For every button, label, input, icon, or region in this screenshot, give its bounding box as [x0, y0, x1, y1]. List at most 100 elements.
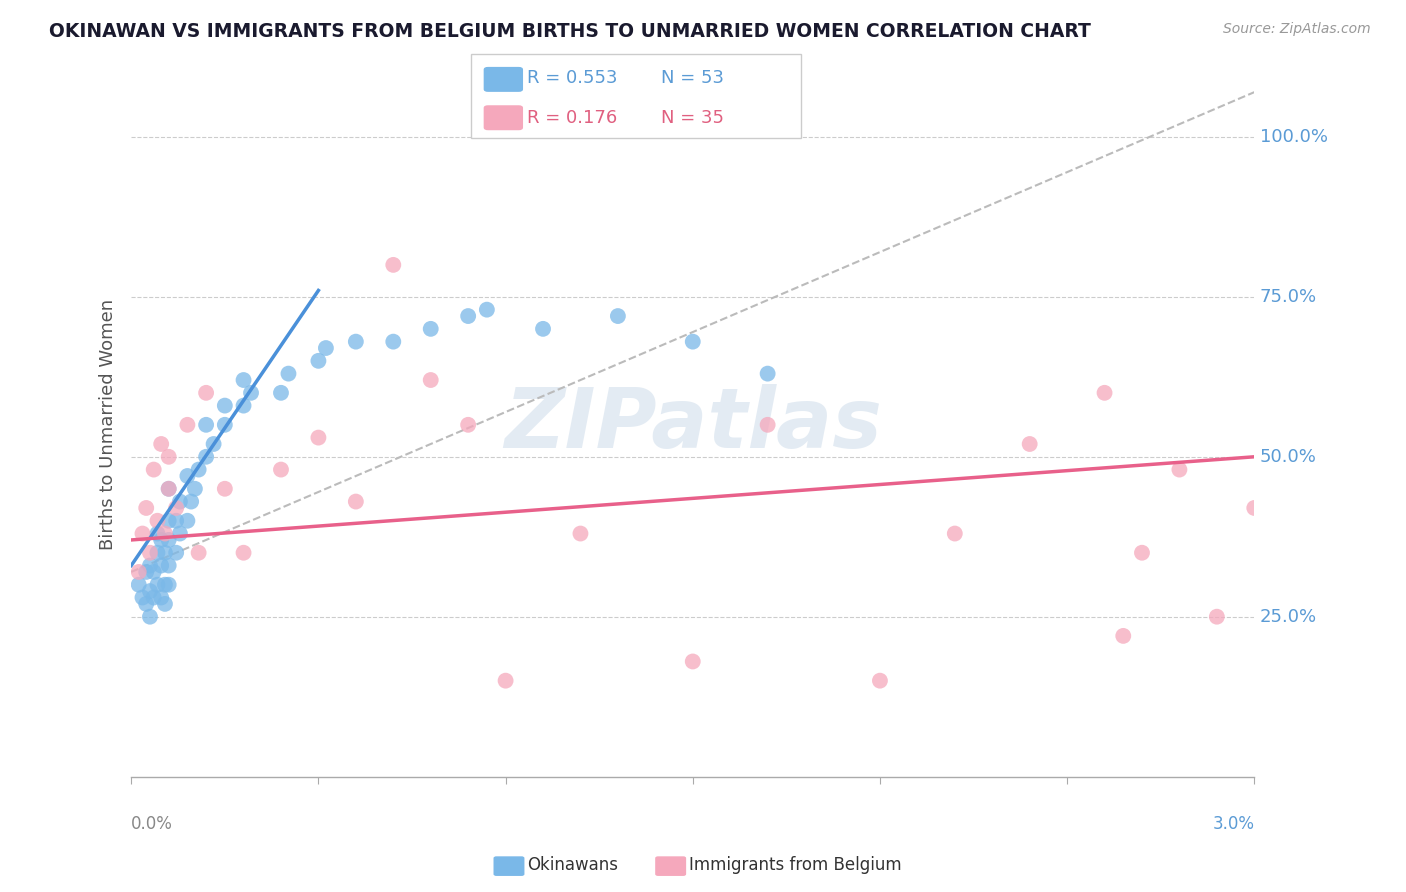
Point	[756, 367, 779, 381]
Point	[214, 417, 236, 432]
Point	[135, 597, 157, 611]
Point	[157, 558, 180, 573]
Point	[146, 514, 169, 528]
Point	[457, 309, 479, 323]
Text: OKINAWAN VS IMMIGRANTS FROM BELGIUM BIRTHS TO UNMARRIED WOMEN CORRELATION CHART: OKINAWAN VS IMMIGRANTS FROM BELGIUM BIRT…	[49, 22, 1091, 41]
Point	[150, 437, 173, 451]
Point	[146, 526, 169, 541]
Point	[202, 437, 225, 451]
Point	[195, 417, 218, 432]
Point	[382, 258, 405, 272]
Point	[135, 500, 157, 515]
Point	[131, 591, 153, 605]
Point	[344, 334, 367, 349]
Text: 50.0%: 50.0%	[1260, 448, 1317, 466]
Point	[150, 591, 173, 605]
Point	[142, 462, 165, 476]
Point	[176, 514, 198, 528]
Point	[214, 399, 236, 413]
Text: Okinawans: Okinawans	[527, 856, 619, 874]
Point	[195, 450, 218, 464]
Point	[270, 385, 292, 400]
Point	[1094, 385, 1116, 400]
Point	[165, 546, 187, 560]
Point	[153, 546, 176, 560]
Point	[214, 482, 236, 496]
Point	[157, 482, 180, 496]
Point	[165, 514, 187, 528]
Point	[176, 417, 198, 432]
Point	[184, 482, 207, 496]
Point	[139, 558, 162, 573]
Text: N = 35: N = 35	[661, 109, 724, 127]
Text: Immigrants from Belgium: Immigrants from Belgium	[689, 856, 901, 874]
Point	[240, 385, 263, 400]
Point	[682, 334, 704, 349]
Point	[131, 526, 153, 541]
Point	[139, 584, 162, 599]
Point	[195, 385, 218, 400]
Point	[187, 546, 209, 560]
Point	[307, 354, 329, 368]
Point	[232, 546, 254, 560]
Point	[142, 565, 165, 579]
Point	[176, 469, 198, 483]
Y-axis label: Births to Unmarried Women: Births to Unmarried Women	[100, 299, 117, 550]
Point	[419, 373, 441, 387]
Point	[169, 526, 191, 541]
Point	[165, 500, 187, 515]
Point	[150, 533, 173, 547]
Point	[135, 565, 157, 579]
Point	[307, 431, 329, 445]
Point	[1112, 629, 1135, 643]
Point	[187, 462, 209, 476]
Point	[344, 494, 367, 508]
Point	[142, 591, 165, 605]
Text: Source: ZipAtlas.com: Source: ZipAtlas.com	[1223, 22, 1371, 37]
Point	[682, 655, 704, 669]
Text: ZIPatlas: ZIPatlas	[503, 384, 882, 466]
Point	[139, 546, 162, 560]
Point	[1018, 437, 1040, 451]
Point	[756, 417, 779, 432]
Point	[146, 546, 169, 560]
Point	[531, 322, 554, 336]
Point	[150, 558, 173, 573]
Point	[169, 494, 191, 508]
Point	[382, 334, 405, 349]
Point	[153, 578, 176, 592]
Point	[606, 309, 628, 323]
Point	[146, 578, 169, 592]
Point	[157, 514, 180, 528]
Point	[315, 341, 337, 355]
Point	[232, 373, 254, 387]
Point	[1168, 462, 1191, 476]
Point	[1243, 500, 1265, 515]
Point	[419, 322, 441, 336]
Text: 100.0%: 100.0%	[1260, 128, 1327, 146]
Point	[128, 578, 150, 592]
Point	[157, 450, 180, 464]
Point	[1130, 546, 1153, 560]
Point	[495, 673, 517, 688]
Point	[157, 533, 180, 547]
Point	[157, 482, 180, 496]
Text: N = 53: N = 53	[661, 70, 724, 87]
Text: R = 0.176: R = 0.176	[527, 109, 617, 127]
Point	[128, 565, 150, 579]
Point	[153, 526, 176, 541]
Point	[157, 578, 180, 592]
Point	[270, 462, 292, 476]
Point	[1205, 609, 1227, 624]
Point	[139, 609, 162, 624]
Text: 25.0%: 25.0%	[1260, 607, 1317, 625]
Text: R = 0.553: R = 0.553	[527, 70, 617, 87]
Point	[943, 526, 966, 541]
Point	[457, 417, 479, 432]
Point	[569, 526, 592, 541]
Point	[277, 367, 299, 381]
Point	[180, 494, 202, 508]
Point	[232, 399, 254, 413]
Point	[153, 597, 176, 611]
Point	[475, 302, 498, 317]
